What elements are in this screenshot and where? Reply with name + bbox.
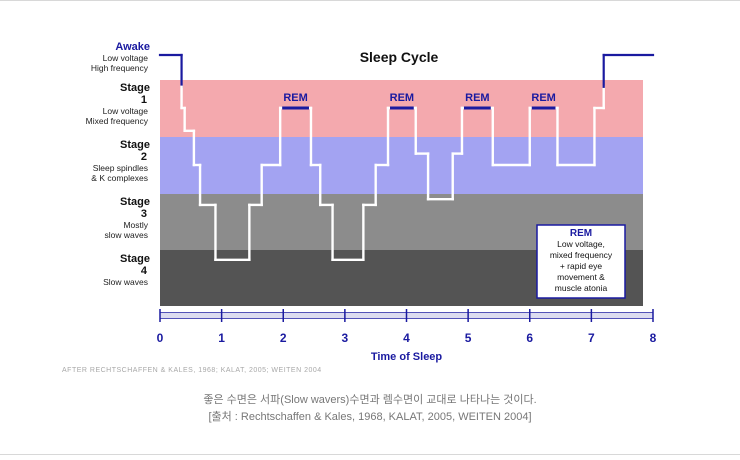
stage-number-s3: 3 xyxy=(141,208,147,220)
rem-label-2: REM xyxy=(390,92,414,104)
x-tick-label-2: 2 xyxy=(280,331,287,345)
rem-label-1: REM xyxy=(283,92,307,104)
stage-label-s4: Stage xyxy=(120,253,150,265)
stage-number-s1: 1 xyxy=(141,94,147,106)
stage-desc-s1-0: Low voltage xyxy=(103,106,149,116)
caption-line-1: 좋은 수면은 서파(Slow wavers)수면과 렘수면이 교대로 나타나는 … xyxy=(203,394,537,406)
x-tick-label-6: 6 xyxy=(526,331,533,345)
rem-legend-title: REM xyxy=(570,228,592,239)
x-tick-label-0: 0 xyxy=(157,331,164,345)
rem-legend-line-5: muscle atonia xyxy=(555,283,608,293)
chart-title: Sleep Cycle xyxy=(360,49,439,65)
x-tick-label-1: 1 xyxy=(218,331,225,345)
x-tick-label-8: 8 xyxy=(650,331,657,345)
x-tick-label-5: 5 xyxy=(465,331,472,345)
caption-line-2: [출처 : Rechtschaffen & Kales, 1968, KALAT… xyxy=(208,411,532,423)
x-axis-label: Time of Sleep xyxy=(371,351,443,363)
rem-legend-line-1: Low voltage, xyxy=(557,239,605,249)
stage-desc-awake-0: Low voltage xyxy=(103,53,149,63)
rem-label-3: REM xyxy=(465,92,489,104)
stage-desc-s3-1: slow waves xyxy=(105,230,148,240)
stage-desc-s3-0: Mostly xyxy=(123,220,148,230)
stage-label-s3: Stage xyxy=(120,196,150,208)
rem-legend-line-4: movement & xyxy=(557,272,605,282)
stage-desc-s1-1: Mixed frequency xyxy=(86,116,149,126)
rem-legend-line-2: mixed frequency xyxy=(550,250,613,260)
stage-desc-s2-1: & K complexes xyxy=(91,173,148,183)
x-tick-label-7: 7 xyxy=(588,331,595,345)
source-credit: AFTER RECHTSCHAFFEN & KALES, 1968; KALAT… xyxy=(62,367,322,374)
stage-label-s2: Stage xyxy=(120,139,150,151)
stage-desc-awake-1: High frequency xyxy=(91,63,149,73)
stage-desc-s2-0: Sleep spindles xyxy=(93,163,148,173)
stage-number-s4: 4 xyxy=(141,265,148,277)
stage-number-s2: 2 xyxy=(141,151,147,163)
rem-legend-line-3: + rapid eye xyxy=(560,261,603,271)
x-tick-label-4: 4 xyxy=(403,331,410,345)
rem-label-4: REM xyxy=(531,92,555,104)
x-tick-label-3: 3 xyxy=(342,331,349,345)
stage-desc-s4-0: Slow waves xyxy=(103,277,148,287)
stage-label-awake: Awake xyxy=(115,41,150,53)
rem-legend-box xyxy=(536,224,626,299)
stage-label-s1: Stage xyxy=(120,82,150,94)
